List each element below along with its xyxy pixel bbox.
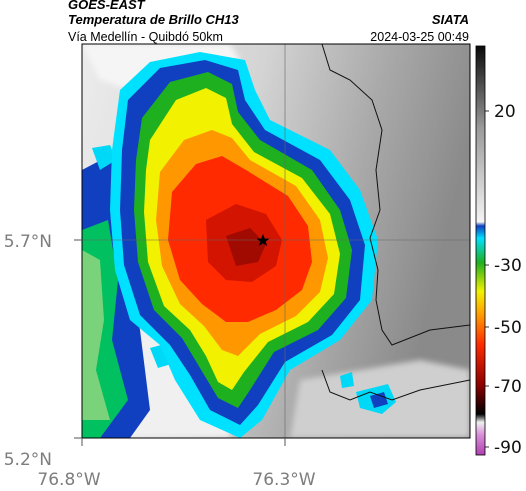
satellite-title: GOES-EAST (68, 0, 145, 12)
lon-label-76.8: 76.8°W (37, 470, 100, 490)
lat-label-5.7: 5.7°N (4, 232, 52, 252)
colorbar-tick-20: 20 (494, 102, 516, 122)
star-icon (256, 234, 270, 246)
lat-label-5.2: 5.2°N (4, 450, 52, 470)
map-frame (81, 43, 471, 439)
colorbar-tick-neg50: -50 (494, 318, 522, 338)
colorbar-tick-neg30: -30 (494, 256, 522, 276)
organization-label: SIATA (431, 12, 469, 27)
lon-label-76.3: 76.3°W (252, 470, 315, 490)
colorbar-tick-neg90: -90 (494, 438, 522, 458)
colorbar (475, 45, 486, 456)
colorbar-tick-neg70: -70 (494, 377, 522, 397)
route-subtitle: Vía Medellín - Quibdó 50km (68, 30, 223, 44)
timestamp-label: 2024-03-25 00:49 (370, 30, 469, 44)
product-title: Temperatura de Brillo CH13 (68, 12, 239, 27)
